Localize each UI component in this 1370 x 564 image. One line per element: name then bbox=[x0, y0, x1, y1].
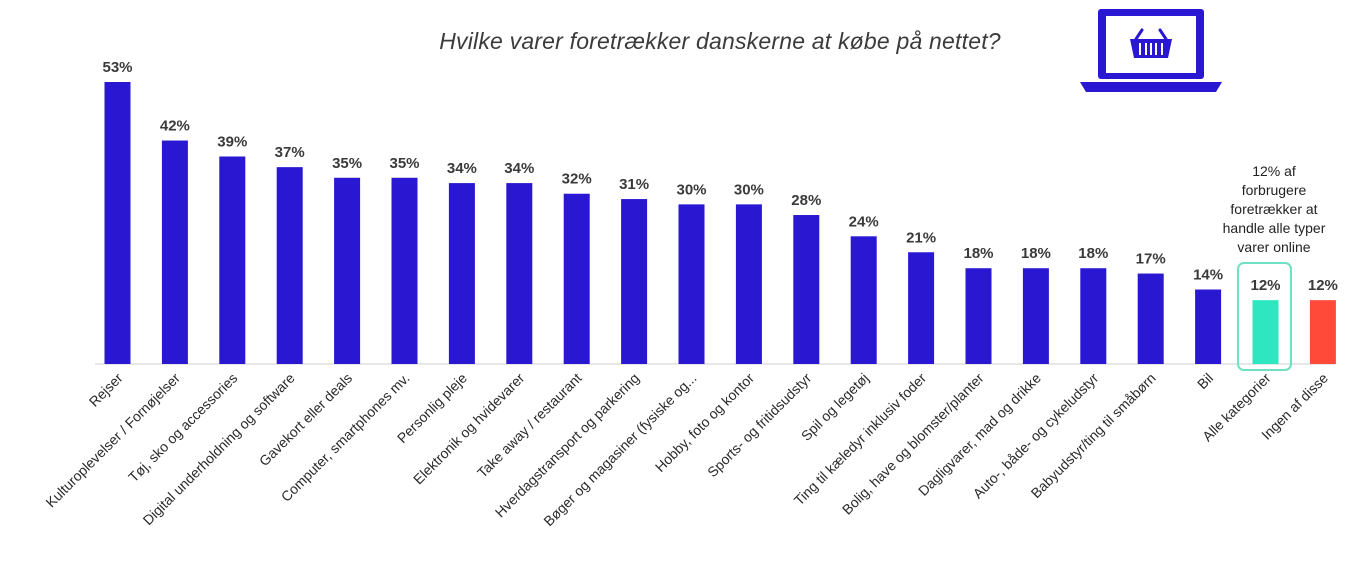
data-label: 24% bbox=[849, 213, 879, 230]
category-label: Take away / restaurant bbox=[474, 370, 585, 481]
bar bbox=[276, 167, 303, 364]
data-label: 28% bbox=[791, 192, 821, 209]
data-label: 17% bbox=[1136, 251, 1166, 268]
category-label: Hobby, foto og kontor bbox=[652, 370, 757, 475]
data-label: 35% bbox=[332, 155, 362, 172]
bar bbox=[391, 177, 418, 364]
data-label: 37% bbox=[275, 144, 305, 161]
bar bbox=[563, 193, 590, 364]
bar bbox=[1195, 289, 1222, 364]
bar bbox=[161, 140, 188, 364]
category-label: Babyudstyr/ting til småbørn bbox=[1028, 370, 1159, 501]
category-label: Tøj, sko og accessories bbox=[125, 370, 240, 485]
data-label: 34% bbox=[504, 160, 534, 177]
bar bbox=[678, 204, 705, 364]
bar bbox=[104, 82, 131, 364]
data-label: 34% bbox=[447, 160, 477, 177]
category-label: Rejser bbox=[86, 370, 126, 410]
chart-title: Hvilke varer foretrækker danskerne at kø… bbox=[439, 28, 1001, 54]
bar bbox=[334, 177, 361, 364]
bar bbox=[1309, 300, 1336, 364]
data-label: 18% bbox=[1078, 245, 1108, 262]
bar bbox=[621, 199, 648, 364]
bar bbox=[965, 268, 992, 364]
bar bbox=[1022, 268, 1049, 364]
data-label: 39% bbox=[217, 133, 247, 150]
bar bbox=[1252, 300, 1279, 364]
data-label: 30% bbox=[734, 181, 764, 198]
category-label: Sports- og fritidsudstyr bbox=[704, 370, 815, 481]
bar bbox=[908, 252, 935, 364]
alle-kategorier-highlight-box bbox=[1237, 262, 1292, 371]
bar bbox=[506, 183, 533, 364]
category-label: Bil bbox=[1194, 370, 1216, 392]
bar bbox=[735, 204, 762, 364]
laptop-shopping-basket-icon bbox=[1080, 9, 1222, 92]
data-label: 31% bbox=[619, 176, 649, 193]
bar bbox=[793, 215, 820, 364]
bar bbox=[448, 183, 475, 364]
data-label: 18% bbox=[963, 245, 993, 262]
bar bbox=[1080, 268, 1107, 364]
bar bbox=[219, 156, 246, 364]
data-label: 53% bbox=[102, 59, 132, 76]
bar bbox=[1137, 273, 1164, 364]
data-label: 18% bbox=[1021, 245, 1051, 262]
data-label: 21% bbox=[906, 229, 936, 246]
category-label: Elektronik og hvidevarer bbox=[410, 370, 528, 488]
callout-annotation: 12% af forbrugere foretrækker at handle … bbox=[1222, 163, 1326, 255]
data-label: 12% bbox=[1308, 277, 1338, 294]
data-label: 14% bbox=[1193, 267, 1223, 284]
data-label: 42% bbox=[160, 118, 190, 135]
bar bbox=[850, 236, 877, 364]
data-label: 32% bbox=[562, 171, 592, 188]
data-label: 35% bbox=[389, 155, 419, 172]
data-label: 12% bbox=[1250, 277, 1280, 294]
data-label: 30% bbox=[676, 181, 706, 198]
